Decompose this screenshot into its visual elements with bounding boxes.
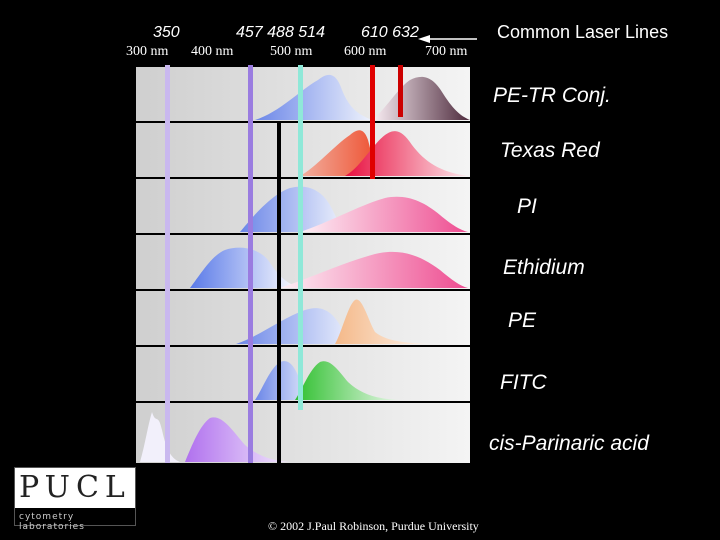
wavelength-tick-300: 300 nm	[126, 44, 169, 59]
pi-excitation-spectrum	[240, 186, 345, 232]
cis-parinaric-emission-spectrum	[185, 417, 290, 462]
dye-label-pe-tr: PE-TR Conj.	[493, 84, 611, 107]
copyright-notice: © 2002 J.Paul Robinson, Purdue Universit…	[268, 519, 479, 533]
legend-arrow-icon	[418, 35, 430, 43]
pi-emission-spectrum	[300, 196, 468, 232]
dye-label-pe: PE	[508, 309, 537, 332]
laser-line-350	[165, 65, 170, 463]
cis-parinaric-excitation-spectrum	[140, 412, 180, 462]
laser-label-457-488-514: 457 488 514	[236, 24, 325, 41]
wavelength-tick-600: 600 nm	[344, 44, 387, 59]
laser-line-514	[277, 122, 281, 463]
texas-red-excitation-spectrum	[300, 130, 378, 176]
wavelength-tick-400: 400 nm	[191, 44, 234, 59]
panel-row-7	[136, 403, 470, 463]
dye-label-cis-parinaric: cis-Parinaric acid	[489, 432, 649, 455]
laser-line-488	[298, 65, 303, 410]
pe-tr-emission-spectrum	[372, 76, 470, 120]
legend-title: Common Laser Lines	[497, 22, 669, 42]
laser-line-632	[398, 65, 403, 117]
laser-line-457	[248, 65, 253, 463]
pucl-logo-subtitle: cytometry laboratories	[19, 512, 85, 532]
dye-label-ethidium: Ethidium	[503, 256, 585, 279]
laser-label-350: 350	[153, 24, 180, 41]
pucl-logo-panel: PUCL	[15, 468, 135, 508]
ethidium-excitation-spectrum	[190, 247, 300, 288]
laser-line-610	[370, 65, 375, 179]
dye-label-pi: PI	[517, 195, 537, 218]
dye-label-fitc: FITC	[500, 371, 547, 394]
pe-tr-excitation-spectrum	[255, 74, 372, 120]
pucl-logo-text: PUCL	[19, 470, 131, 505]
ethidium-emission-spectrum	[280, 251, 468, 288]
texas-red-emission-spectrum	[345, 131, 468, 176]
pe-emission-spectrum	[335, 299, 430, 344]
pucl-logo: PUCL cytometry laboratories	[14, 467, 136, 532]
dye-label-texas-red: Texas Red	[500, 139, 600, 162]
fitc-emission-spectrum	[295, 361, 400, 400]
laser-label-610-632: 610 632	[361, 24, 419, 41]
pe-excitation-spectrum	[236, 308, 355, 344]
wavelength-tick-700: 700 nm	[425, 44, 468, 59]
wavelength-tick-500: 500 nm	[270, 44, 313, 59]
